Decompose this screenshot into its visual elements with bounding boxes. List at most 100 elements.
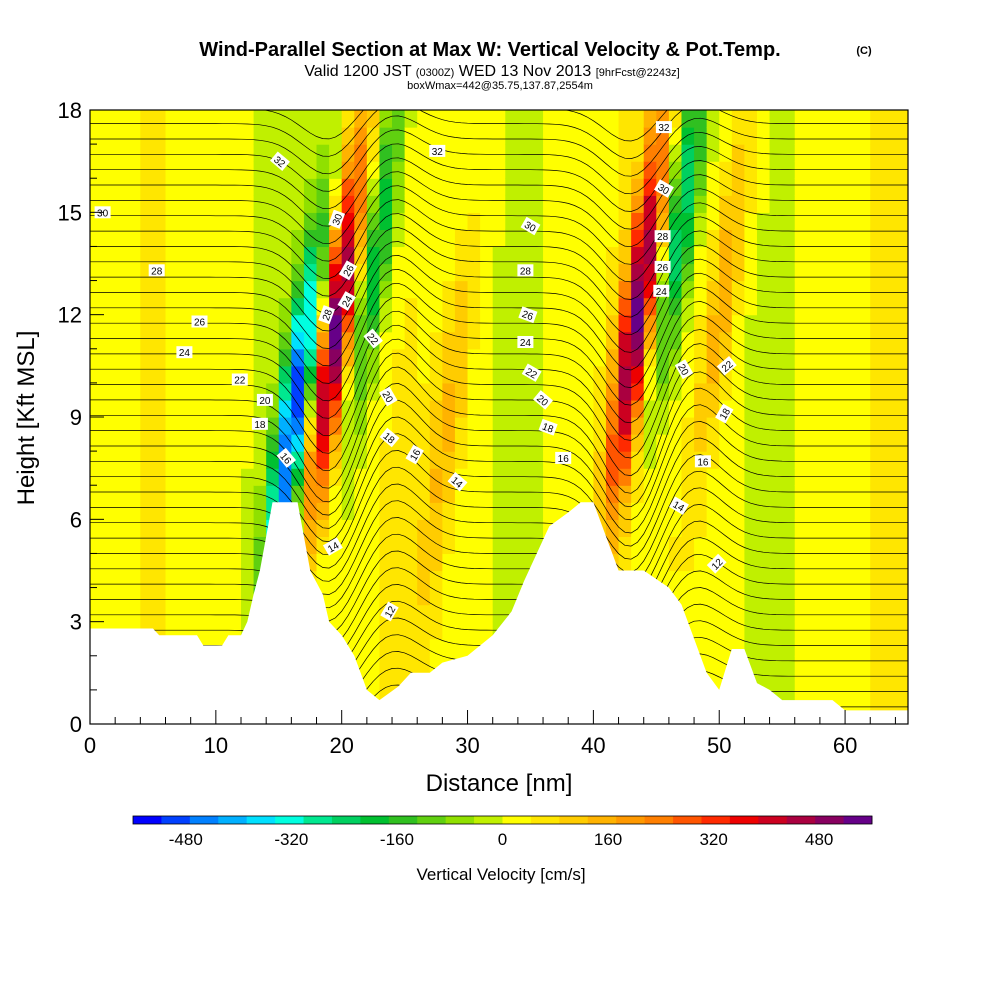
velocity-cell <box>140 382 154 401</box>
velocity-cell <box>769 502 783 520</box>
velocity-cell <box>152 553 167 572</box>
velocity-cell <box>253 434 267 452</box>
colorbar-swatch <box>786 816 816 824</box>
velocity-cell <box>857 178 871 196</box>
velocity-cell <box>203 434 217 452</box>
velocity-cell <box>756 144 771 162</box>
velocity-cell <box>90 451 104 469</box>
velocity-cell <box>656 161 670 179</box>
velocity-cell <box>543 365 557 384</box>
velocity-cell <box>505 587 519 606</box>
velocity-cell <box>152 434 167 452</box>
velocity-cell <box>291 382 305 401</box>
velocity-cell <box>303 451 318 469</box>
velocity-cell <box>694 553 708 572</box>
velocity-cell <box>215 417 230 435</box>
velocity-cell <box>392 195 406 213</box>
velocity-cell <box>442 485 456 503</box>
velocity-cell <box>543 502 557 520</box>
velocity-cell <box>568 127 582 145</box>
velocity-cell <box>769 161 783 179</box>
velocity-cell <box>379 212 393 230</box>
velocity-cell <box>744 536 758 555</box>
contour-label: 26 <box>191 315 208 329</box>
velocity-cell <box>769 587 783 606</box>
velocity-cell <box>480 297 494 316</box>
velocity-cell <box>668 161 683 179</box>
contour-label: 24 <box>653 284 670 298</box>
velocity-cell <box>580 297 594 316</box>
velocity-cell <box>178 604 192 623</box>
contour-label-box <box>674 359 694 380</box>
velocity-cell <box>681 382 695 401</box>
velocity-cell <box>379 502 393 520</box>
velocity-cell <box>417 331 431 350</box>
contour-label: 28 <box>654 230 671 243</box>
velocity-cell <box>127 570 141 589</box>
velocity-cell <box>618 212 632 230</box>
velocity-cell <box>278 331 292 350</box>
velocity-cell <box>492 417 506 435</box>
velocity-cell <box>392 365 406 384</box>
velocity-cell <box>278 246 292 265</box>
velocity-cell <box>203 263 217 282</box>
velocity-cell <box>845 604 859 623</box>
velocity-cell <box>870 519 884 537</box>
velocity-cell <box>794 655 808 674</box>
x-axis-ticks: 0 10 20 30 40 50 60 <box>84 710 896 758</box>
velocity-cell <box>719 519 733 537</box>
velocity-cell <box>870 195 884 213</box>
velocity-cell <box>807 195 821 213</box>
contour-label: 16 <box>555 451 572 465</box>
velocity-cell <box>480 587 494 606</box>
velocity-cell <box>870 246 884 265</box>
velocity-cell <box>580 110 594 128</box>
velocity-cell <box>618 127 632 145</box>
velocity-cell <box>681 399 695 418</box>
velocity-cell <box>706 144 720 162</box>
velocity-cell <box>379 297 393 316</box>
contour-label: 24 <box>337 291 356 311</box>
velocity-cell <box>593 178 607 196</box>
velocity-cell <box>593 280 607 299</box>
velocity-cell <box>152 110 167 128</box>
velocity-cell <box>115 212 129 230</box>
contour-label-box <box>716 356 737 376</box>
velocity-cell <box>316 434 330 452</box>
velocity-cell <box>807 519 821 537</box>
velocity-cell <box>807 144 821 162</box>
velocity-cell <box>291 144 305 162</box>
velocity-cell <box>467 604 481 623</box>
contour-label-text: 16 <box>697 457 709 468</box>
velocity-cell <box>845 587 859 606</box>
velocity-cell <box>303 195 318 213</box>
velocity-cell <box>480 314 494 333</box>
contour-label-text: 28 <box>520 266 532 277</box>
velocity-cell <box>593 451 607 469</box>
velocity-cell <box>316 195 330 213</box>
velocity-cell <box>266 434 280 452</box>
velocity-cell <box>241 382 255 401</box>
velocity-cell <box>102 365 116 384</box>
velocity-cell <box>756 587 771 606</box>
velocity-cell <box>90 417 104 435</box>
velocity-cell <box>706 280 720 299</box>
velocity-cell <box>807 553 821 572</box>
velocity-cell <box>102 434 116 452</box>
velocity-cell <box>769 229 783 248</box>
velocity-cell <box>152 485 167 503</box>
velocity-cell <box>165 246 179 265</box>
isentrope-line <box>90 383 908 508</box>
velocity-cell <box>241 485 255 503</box>
contour-label-text: 26 <box>342 263 357 279</box>
velocity-cell <box>152 127 167 145</box>
velocity-cell <box>731 314 745 333</box>
velocity-cell <box>656 502 670 520</box>
velocity-cell <box>215 229 230 248</box>
velocity-cell <box>467 536 481 555</box>
velocity-cell <box>782 331 796 350</box>
velocity-cell <box>681 246 695 265</box>
velocity-cell <box>90 178 104 196</box>
velocity-cell <box>467 127 481 145</box>
velocity-cell <box>404 127 418 145</box>
